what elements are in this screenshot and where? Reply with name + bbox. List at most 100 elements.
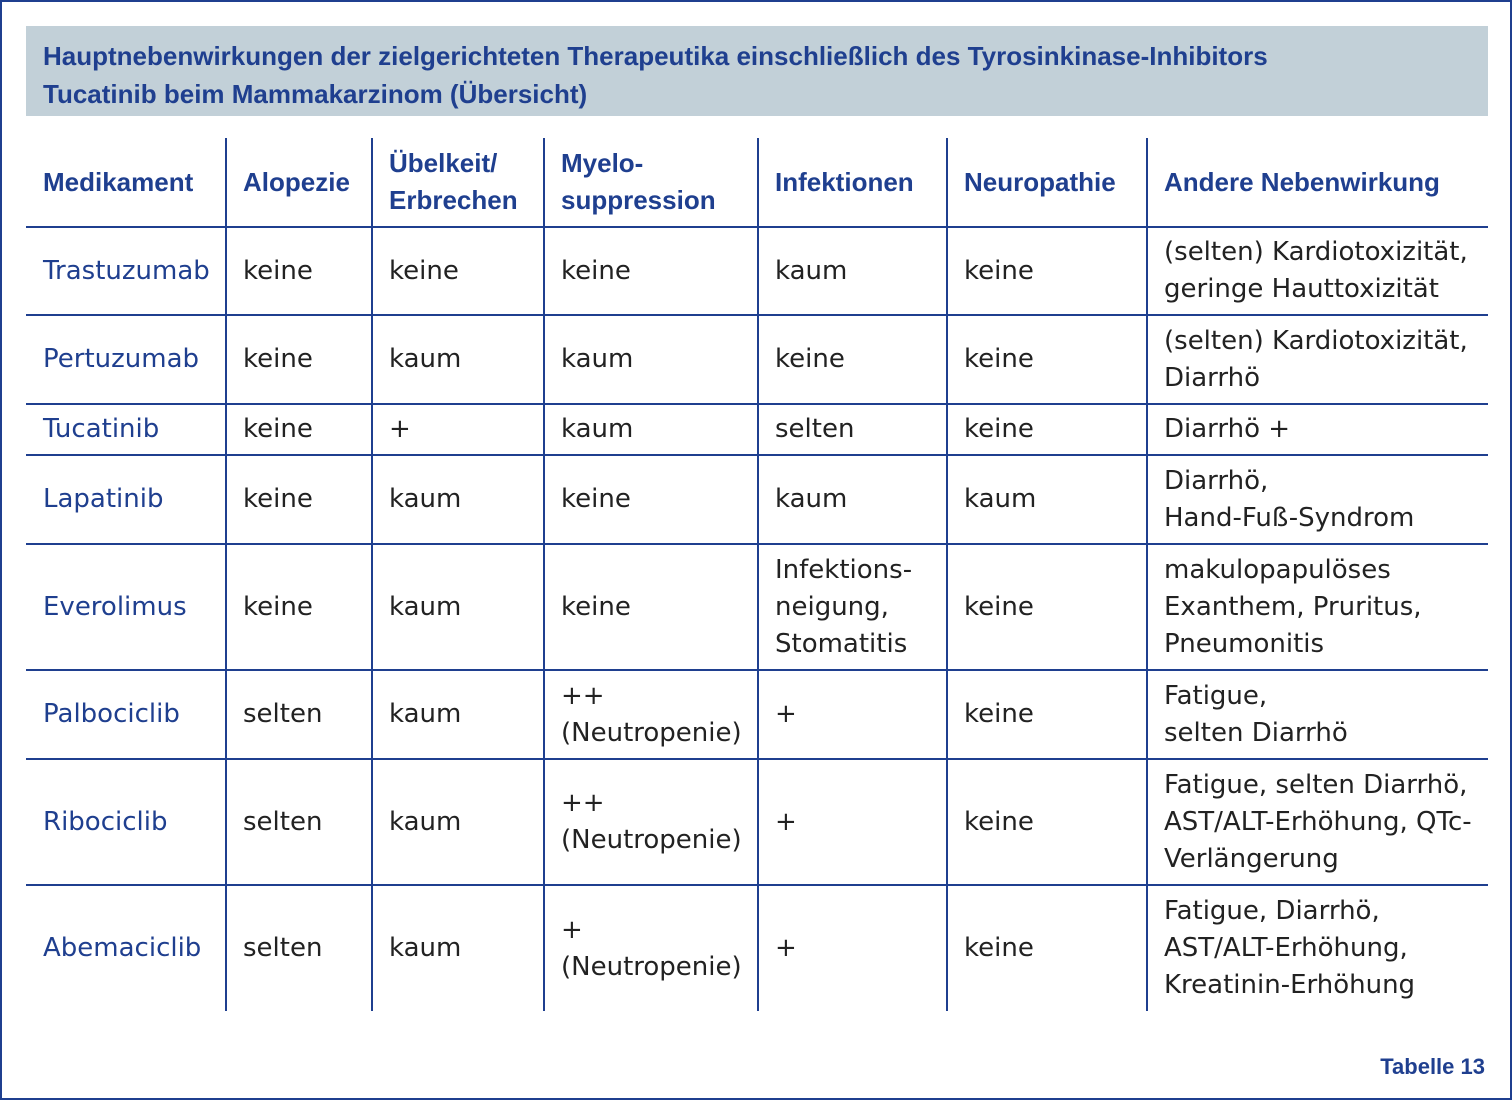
cell-text: neigung, [775,591,889,622]
cell-text: AST/ALT-Erhöhung, QTc- [1164,806,1472,837]
cell-uebelkeit: kaum [371,885,544,1011]
cell-text: Fatigue, [1164,680,1268,711]
drug-name-cell: Tucatinib [26,404,226,456]
cell-alopezie: keine [225,544,372,671]
table-number-label: Tabelle 13 [1380,1054,1485,1079]
cell-alopezie: keine [225,455,372,545]
cell-infektionen: kaum [757,455,947,545]
cell-andere: Diarrhö + [1146,404,1488,456]
cell-text: keine [561,255,631,286]
cell-text: AST/ALT-Erhöhung, [1164,933,1408,963]
drug-name-cell: Trastuzumab [26,227,226,316]
table-row: Pertuzumab keine kaum kaum keine keine (selten… [26,315,1488,405]
drug-name-cell: Pertuzumab [26,315,226,405]
cell-text: selten Diarrhö [1164,717,1348,748]
cell-infektionen: kaum [757,227,947,316]
cell-myelo: kaum [543,315,758,405]
cell-text: kaum [775,484,848,514]
cell-text: + [561,914,583,945]
cell-text: geringe Hauttoxizität [1164,274,1439,304]
cell-myelo: + (Neutropenie) [543,885,758,1011]
table-row: Ribociclib selten kaum ++ (Neutropenie) + kein… [26,759,1488,886]
cell-text: Exanthem, Pruritus, [1164,591,1422,622]
cell-text: Fatigue, Diarrhö, [1164,896,1380,926]
cell-andere: (selten) Kardiotoxizität, geringe Hauttox… [1146,227,1488,316]
cell-uebelkeit: + [371,404,544,456]
column-header-andere: Andere Nebenwirkung [1146,138,1488,228]
drug-name-cell: Ribociclib [26,759,226,886]
cell-text: selten [775,414,855,444]
cell-infektionen: Infektions-neigung, Stomatitis [757,544,947,671]
cell-alopezie: selten [225,670,372,760]
title-box: Hauptnebenwirkungen der zielgerichteten … [26,26,1488,116]
cell-alopezie: selten [225,759,372,886]
cell-myelo: ++ (Neutropenie) [543,759,758,886]
cell-text: Kreatinin-Erhöhung [1164,970,1416,1000]
cell-andere: Fatigue, selten Diarrhö [1146,670,1488,760]
table-title-line-2: Tucatinib beim Mammakarzinom (Übersicht) [43,79,588,109]
column-header-neuropathie: Neuropathie [946,138,1147,228]
cell-myelo: keine [543,455,758,545]
cell-text: Pneumonitis [1164,628,1325,659]
cell-alopezie: keine [225,315,372,405]
column-header-text: Erbrechen [389,185,518,215]
cell-text: ++ [561,680,605,711]
cell-neuropathie: keine [946,227,1147,316]
cell-text: + [775,806,797,837]
cell-uebelkeit: kaum [371,315,544,405]
cell-myelo: keine [543,227,758,316]
cell-text: keine [561,484,631,514]
cell-myelo: ++ (Neutropenie) [543,670,758,760]
cell-text: (selten) Kardiotoxizität, [1164,237,1468,267]
column-header-text: Infektionen [775,166,914,197]
cell-myelo: kaum [543,404,758,456]
drug-name-cell: Palbociclib [26,670,226,760]
column-header-text: Alopezie [243,166,350,197]
cell-neuropathie: keine [946,670,1147,760]
cell-myelo: keine [543,544,758,671]
cell-text: Diarrhö + [1164,414,1291,444]
drug-name-cell: Abemaciclib [43,933,202,963]
column-header-uebelkeit: Übelkeit/Erbrechen [371,138,544,228]
column-header-text: Andere Nebenwirkung [1164,166,1440,197]
drug-name-cell: Lapatinib [26,455,226,545]
column-header-infektionen: Infektionen [757,138,947,228]
cell-text: keine [775,344,845,374]
cell-uebelkeit: kaum [371,455,544,545]
cell-text: kaum [561,344,634,374]
cell-alopezie: keine [225,227,372,316]
cell-text: (Neutropenie) [561,717,742,748]
cell-alopezie: selten [225,885,372,1011]
column-header-text: Medikament [43,166,194,197]
cell-uebelkeit: kaum [371,544,544,671]
cell-text: kaum [775,255,848,286]
cell-text: keine [561,591,631,622]
cell-text: makulopapulöses [1164,554,1391,585]
cell-text: Stomatitis [775,628,908,659]
cell-neuropathie: keine [946,759,1147,886]
table-row: Palbociclib selten kaum ++ (Neutropenie) + kei… [26,670,1488,760]
cell-text: Fatigue, selten Diarrhö, [1164,769,1468,800]
table-row: Everolimus keine kaum keine Infektions-neigu… [26,544,1488,671]
side-effects-table: Medikament Alopezie Übelkeit/Erbrechen Myel… [26,138,1488,1011]
cell-andere: makulopapulöses Exanthem, Pruritus, Pneumo… [1146,544,1488,671]
cell-neuropathie: keine [946,404,1147,456]
cell-uebelkeit: kaum [371,759,544,886]
cell-text: + [775,699,797,729]
cell-infektionen: selten [757,404,947,456]
cell-text: kaum [561,414,634,444]
cell-neuropathie: keine [946,544,1147,671]
cell-neuropathie: keine [946,315,1147,405]
cell-infektionen: + [757,885,947,1011]
cell-text: ++ [561,788,605,818]
cell-infektionen: + [757,759,947,886]
column-header-medikament: Medikament [26,138,226,228]
table-row: Tucatinib keine + kaum selten keine Diarrhö + [26,404,1488,456]
cell-infektionen: + [757,670,947,760]
cell-neuropathie: kaum [946,455,1147,545]
cell-text: (Neutropenie) [561,825,742,855]
cell-text: Infektions- [775,554,913,585]
column-header-text: suppression [561,185,716,215]
cell-uebelkeit: keine [371,227,544,316]
cell-text: + [775,933,797,963]
